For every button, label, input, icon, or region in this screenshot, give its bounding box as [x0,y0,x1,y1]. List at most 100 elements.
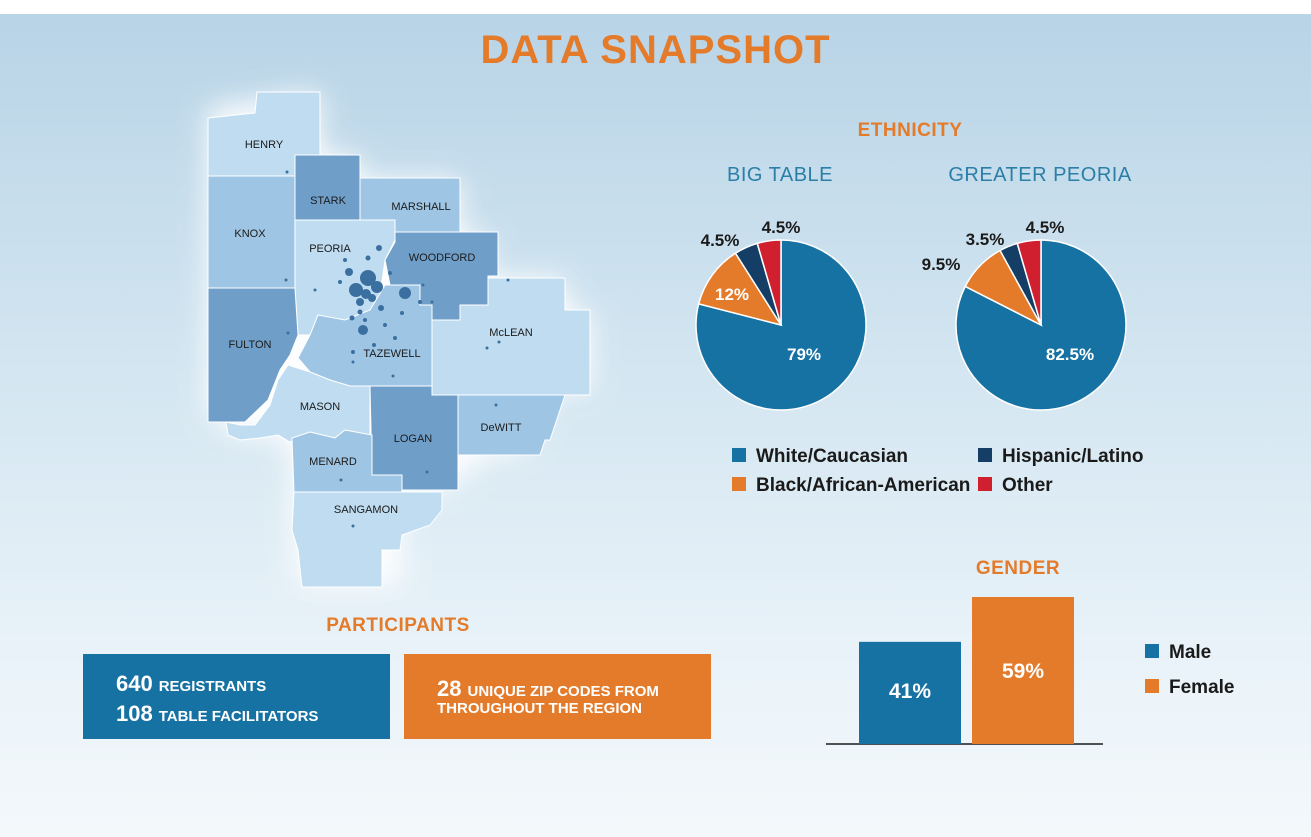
dot [372,343,376,347]
legend-item-white: White/Caucasian [732,446,908,468]
county-label-sangamon: SANGAMON [334,504,398,516]
dot [391,374,395,378]
page-title: DATA SNAPSHOT [480,28,831,72]
dot [376,245,382,251]
dot [358,325,368,335]
county-label-woodford: WOODFORD [409,252,476,264]
facilitators-label: TABLE FACILITATORS [158,708,319,725]
pie-1-label-hispanic: 3.5% [966,230,1005,249]
county-label-menard: MENARD [309,456,357,468]
dot [371,281,383,293]
registrants-box: 640 REGISTRANTS 108 TABLE FACILITATORS [83,654,390,739]
dot [338,280,342,284]
legend-label-white: White/Caucasian [756,446,909,467]
pie-0-label-other: 4.5% [762,218,801,237]
gender-bar-label-female: 59% [1002,660,1044,683]
legend-item-other: Other [978,475,1053,497]
legend-label-other: Other [1002,475,1053,496]
pie-title-big-table: BIG TABLE [726,164,834,186]
dot [378,305,384,311]
county-map: HENRY STARK MARSHALL KNOX PEORIA WOODFOR… [170,80,610,605]
dot [351,350,355,354]
registrants-line: 640 REGISTRANTS [116,671,266,697]
county-stark [294,154,361,221]
zip-line-2: THROUGHOUT THE REGION [437,700,642,718]
gender-legend-swatch-male [1145,643,1159,658]
county-label-tazewell: TAZEWELL [363,348,420,360]
participant-dots [284,170,510,528]
legend-label-black: Black/African-American [756,475,971,496]
zip-codes-box: 28 UNIQUE ZIP CODES FROM THROUGHOUT THE R… [404,654,711,739]
dot [399,287,411,299]
county-map-svg: HENRY STARK MARSHALL KNOX PEORIA WOODFOR… [207,91,591,588]
pie-1-slice-other [1016,239,1042,326]
pie-0-label-black: 12% [715,285,749,304]
facilitators-number: 108 [116,701,153,726]
county-label-marshall: MARSHALL [391,201,450,213]
pie-0-slice-white [695,239,867,411]
dot [357,309,363,315]
registrants-label: REGISTRANTS [158,678,267,695]
pie-title-greater-peoria: GREATER PEORIA [948,164,1132,186]
gender-legend-label-female: Female [1169,677,1235,698]
dot [349,283,363,297]
gender-bar-female [972,597,1074,744]
dot [506,278,510,282]
county-label-fulton: FULTON [229,339,272,351]
gender-legend-item-male: Male [1145,642,1211,664]
dot [497,340,501,344]
dot [485,346,489,350]
top-strip [0,0,1311,14]
dot [360,270,376,286]
dot [351,360,355,364]
legend-swatch-other [978,476,992,491]
legend-item-black: Black/African-American [732,475,970,497]
pie-1-label-black: 9.5% [922,255,961,274]
dot [383,323,387,327]
county-label-peoria: PEORIA [309,243,351,255]
county-sangamon [291,491,443,588]
registrants-number: 640 [116,671,153,696]
legend-swatch-black [732,476,746,491]
dot [285,170,289,174]
dot [400,311,404,315]
gender-legend-item-female: Female [1145,677,1234,699]
gender-legend-swatch-female [1145,678,1159,693]
zip-number: 28 [437,676,462,701]
pie-0-slice-other [756,239,782,326]
dot [286,331,290,335]
zip-line-1: 28 UNIQUE ZIP CODES FROM [437,676,659,702]
dot [388,271,392,275]
county-label-mason: MASON [300,401,340,413]
dot [313,288,317,292]
gender-bar-label-male: 41% [889,680,931,703]
dot [430,300,434,304]
county-mason [225,364,371,443]
ethnicity-heading: ETHNICITY [857,120,963,141]
legend-swatch-white [732,447,746,462]
zip-label-2: THROUGHOUT THE REGION [437,700,642,717]
county-label-knox: KNOX [234,228,266,240]
gender-heading: GENDER [975,558,1061,579]
dot [418,300,422,304]
pie-1-slice-black [964,249,1043,327]
county-label-logan: LOGAN [394,433,433,445]
pie-1-label-other: 4.5% [1026,218,1065,237]
county-fulton [207,287,299,423]
dot [421,283,425,287]
pie-1-label-white: 82.5% [1046,345,1094,364]
dot [494,403,498,407]
pie-1-slice-hispanic [999,242,1042,326]
legend-item-hispanic: Hispanic/Latino [978,446,1143,468]
pie-0-slice-hispanic [734,242,782,326]
dot [368,294,376,302]
gender-legend: Male Female [1145,642,1285,702]
county-label-stark: STARK [310,195,347,207]
dot [339,478,343,482]
dot [284,278,288,282]
dot [345,268,353,276]
dot [343,258,347,262]
participants-heading: PARTICIPANTS [326,615,470,636]
dot [365,255,371,261]
pie-0-label-white: 79% [787,345,821,364]
